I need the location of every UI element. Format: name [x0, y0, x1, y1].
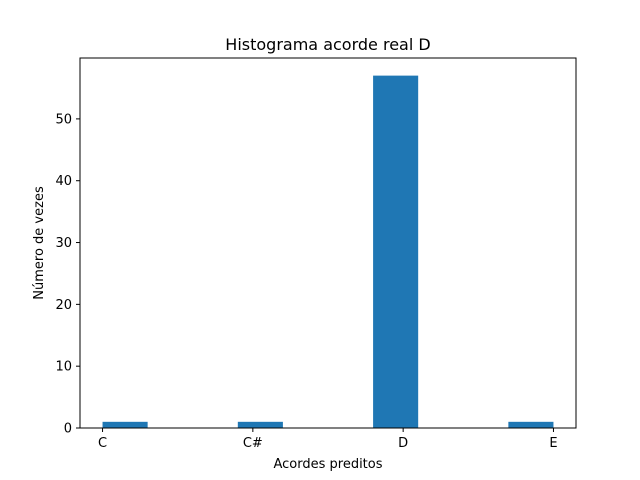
bars-group — [102, 75, 554, 428]
x-tick-label: D — [398, 436, 408, 451]
y-tick-label: 20 — [55, 298, 72, 313]
y-axis-ticks: 0 10 20 30 40 50 — [55, 112, 80, 437]
chart-title: Histograma acorde real D — [225, 35, 430, 54]
y-axis-label: Número de vezes — [32, 186, 47, 300]
x-tick-label: C — [98, 436, 107, 451]
x-axis-label: Acordes preditos — [273, 457, 382, 472]
x-tick-label: C# — [243, 436, 263, 451]
bar-e — [508, 421, 554, 428]
y-tick-label: 40 — [55, 174, 72, 189]
plot-frame — [79, 57, 577, 429]
x-tick-label: E — [549, 436, 557, 451]
y-tick-label: 10 — [55, 360, 72, 375]
y-tick-label: 50 — [55, 112, 72, 127]
bar-d — [373, 75, 419, 428]
x-axis-ticks: C C# D E — [98, 428, 558, 451]
y-tick-label: 30 — [55, 236, 72, 251]
bar-c — [102, 421, 148, 428]
bar-c-sharp — [237, 421, 283, 428]
y-tick-label: 0 — [64, 422, 72, 437]
